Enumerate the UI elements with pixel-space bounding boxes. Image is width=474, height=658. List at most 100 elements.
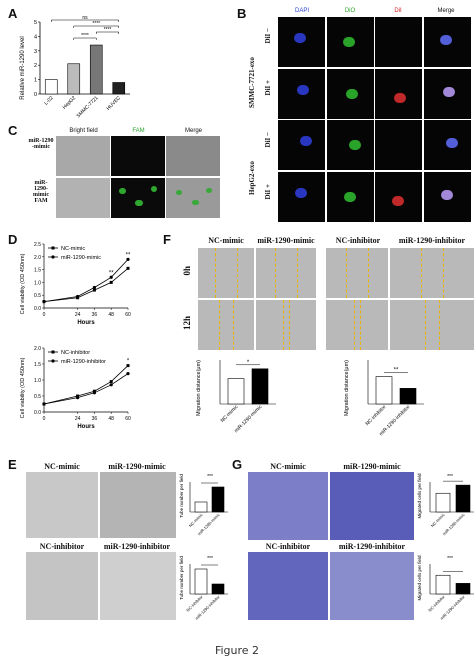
- bar: [227, 378, 245, 405]
- d-ytick-label: 2.0: [34, 346, 41, 352]
- f-scratch-edge: [283, 300, 284, 350]
- a-sig-label: ****: [104, 27, 112, 33]
- b-col-dio: DiO: [344, 8, 356, 14]
- f-scratch-image: [390, 248, 474, 298]
- f-scratch-grid: [198, 248, 474, 350]
- bar: [399, 388, 417, 405]
- d-ytick-label: 2.5: [34, 242, 41, 248]
- g-top-chart: Migrated cells per field *** NC-mimicmiR…: [417, 473, 474, 536]
- d-point: [109, 275, 113, 279]
- f-scratch-image: [326, 248, 388, 298]
- d-xlabel: Hours: [77, 320, 95, 326]
- f-scratch-edge: [237, 248, 238, 298]
- a-xtick-label: SMMC-7721: [76, 95, 100, 119]
- b-fluor-image: [278, 17, 325, 67]
- d-sig-label: **: [109, 270, 114, 276]
- f-scratch-edge: [439, 300, 440, 350]
- b-cell-spot: [300, 136, 312, 146]
- bar: [435, 574, 451, 595]
- bar: [194, 501, 208, 513]
- panel-d-bottom-chart: Cell viability (OD 450nm) 0.0 0.5 1.0 1.5 2.…: [20, 346, 131, 430]
- b-cell-spot: [445, 138, 458, 148]
- a-sig-bracket: [73, 25, 119, 28]
- b-cell-spot: [345, 88, 358, 99]
- c-col-bright: Bright field: [69, 128, 98, 134]
- d-legend-label: miR-1290-inhibitor: [61, 359, 106, 365]
- b-fluor-image: [375, 17, 422, 67]
- e-img-4: [100, 552, 176, 620]
- c-img-merge-2: [166, 178, 220, 218]
- e-bottom-mir: miR-1290-inhibitor: [103, 542, 171, 551]
- d-ytick-label: 0.5: [34, 394, 41, 400]
- a-sig-label: ****: [81, 33, 89, 39]
- b-fluor-image: [278, 68, 325, 119]
- b-fluor-image: [375, 120, 422, 170]
- panel-c: Bright field FAM Merge miR-1290 -mimic m…: [18, 126, 228, 221]
- b-col-dapi: DAPI: [294, 8, 309, 14]
- bar-category-label: NC-mimic: [430, 512, 446, 528]
- d-series-line: [43, 259, 129, 302]
- d-xtick-label: 48: [108, 416, 114, 422]
- e-top-nc: NC-mimic: [44, 462, 80, 471]
- f-scratch-edge: [215, 248, 216, 298]
- sig-label: **: [394, 368, 399, 374]
- e-top-chart: Tube number per field *** NC-mimicmiR-12…: [179, 474, 228, 536]
- bar: [251, 368, 269, 405]
- panel-label-a: A: [8, 6, 18, 21]
- b-row-1: DiI −: [264, 28, 272, 44]
- d-ytick-label: 1.0: [34, 378, 41, 384]
- panel-b: DAPI DiO DiI Merge SMMC-7721-exo HepG2-e…: [248, 8, 474, 222]
- bar: [375, 376, 393, 405]
- b-cell-spot: [439, 35, 452, 45]
- d-xlabel: Hours: [77, 424, 95, 430]
- b-fluor-image: [326, 120, 374, 170]
- e-bottom-nc: NC-inhibitor: [39, 542, 85, 551]
- a-ytick-label: 2: [34, 63, 37, 69]
- e-top-ylabel: Tube number per field: [179, 474, 184, 518]
- e-img-1: [26, 472, 98, 538]
- f-scratch-edge: [360, 300, 361, 350]
- sig-label: *: [247, 360, 250, 366]
- d-series-line: [43, 373, 129, 405]
- e-bottom-sig: ***: [207, 556, 213, 562]
- d-point: [109, 280, 113, 284]
- f-col-nc-inhibitor: NC-inhibitor: [335, 236, 381, 245]
- b-fluor-image: [375, 171, 422, 222]
- d-xtick-label: 36: [92, 416, 98, 422]
- b-cell-spot: [392, 195, 404, 206]
- f-scratch-edge: [421, 248, 422, 298]
- d-point: [92, 391, 96, 395]
- d-legend-label: NC-inhibitor: [61, 350, 90, 356]
- g-top-mir: miR-1290-mimic: [343, 462, 401, 471]
- a-sig-label: ns: [82, 15, 88, 21]
- b-row-2: DiI +: [264, 80, 272, 96]
- d-series-line: [43, 365, 129, 405]
- d-xtick-label: 0: [43, 416, 46, 422]
- d-point: [76, 294, 80, 299]
- f-scratch-image: [390, 300, 474, 350]
- d-point: [126, 257, 130, 261]
- d-point: [109, 380, 113, 384]
- d-point: [92, 285, 96, 290]
- g-img-2: [330, 472, 414, 540]
- bar-category-label: NC-mimic: [188, 512, 204, 528]
- b-cell-spot: [394, 92, 406, 103]
- e-top-mir: miR-1290-mimic: [108, 462, 166, 471]
- f-scratch-edge: [289, 300, 290, 350]
- d-xtick-label: 24: [75, 416, 81, 422]
- d-point: [126, 364, 130, 368]
- b-fluor-image: [423, 171, 471, 222]
- a-bar: [67, 63, 81, 95]
- b-image-grid: [278, 17, 472, 222]
- b-cell-spot: [442, 86, 455, 97]
- a-ytick-label: 0: [34, 92, 37, 98]
- b-col-merge: Merge: [437, 8, 455, 14]
- panel-f: NC-mimic miR-1290-mimic NC-inhibitor miR…: [176, 236, 474, 446]
- panel-label-d: D: [8, 232, 18, 247]
- d-sig-label: *: [127, 359, 130, 365]
- panel-label-f: F: [163, 232, 171, 247]
- bar-category-label: NC-inhibitor: [427, 594, 446, 613]
- a-sig-bracket: [51, 19, 119, 22]
- b-fluor-image: [375, 68, 422, 119]
- f-scratch-edge: [219, 300, 220, 350]
